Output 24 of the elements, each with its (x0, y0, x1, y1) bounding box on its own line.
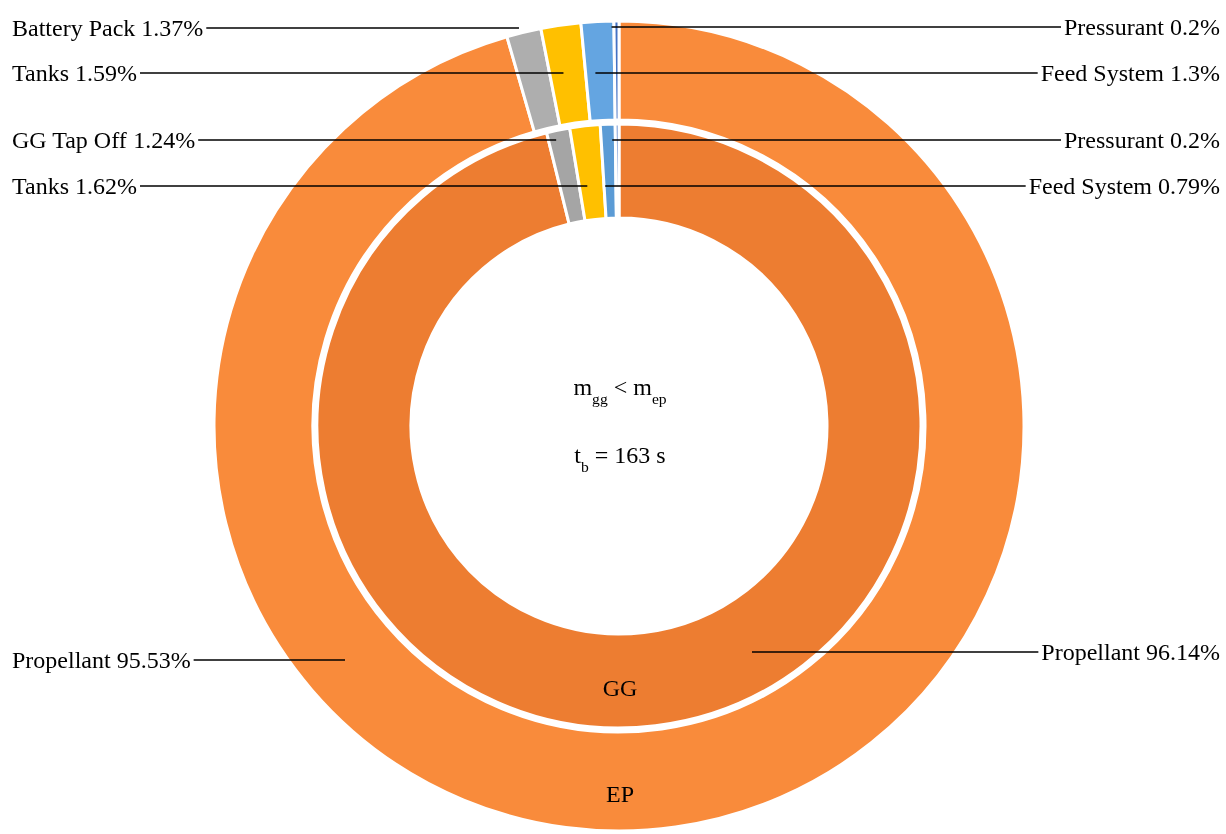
slice-label: Battery Pack (12, 15, 136, 42)
data-label: 96.14% (1146, 639, 1221, 666)
slice-label: Feed System (1028, 173, 1153, 200)
data-label: 95.53% (116, 647, 191, 674)
slice-label: Tanks (12, 60, 69, 87)
slice-label: Propellant (1041, 639, 1141, 666)
data-label: 0.2% (1170, 127, 1221, 154)
slice-label: GG Tap Off (12, 127, 127, 154)
slice-label: Propellant (12, 647, 111, 674)
data-label: 1.37% (141, 15, 204, 42)
data-label: 0.79% (1158, 173, 1221, 200)
slice-label: Pressurant (1064, 14, 1165, 41)
data-label: 1.3% (1170, 60, 1221, 87)
text: EP (605, 781, 635, 808)
slice-label: Tanks (12, 173, 69, 200)
slice-label: Pressurant (1064, 127, 1165, 154)
text: GG (602, 675, 638, 702)
data-label: 0.2% (1170, 14, 1221, 41)
data-label: 1.24% (133, 127, 196, 154)
slice-label: Feed System (1040, 60, 1165, 87)
text: m$_{gg}$ < m$_{ep}$ (573, 374, 667, 407)
data-label: 1.59% (74, 60, 137, 87)
text: t$_{b}$ = 163 s (574, 442, 666, 475)
data-label: 1.62% (74, 173, 137, 200)
